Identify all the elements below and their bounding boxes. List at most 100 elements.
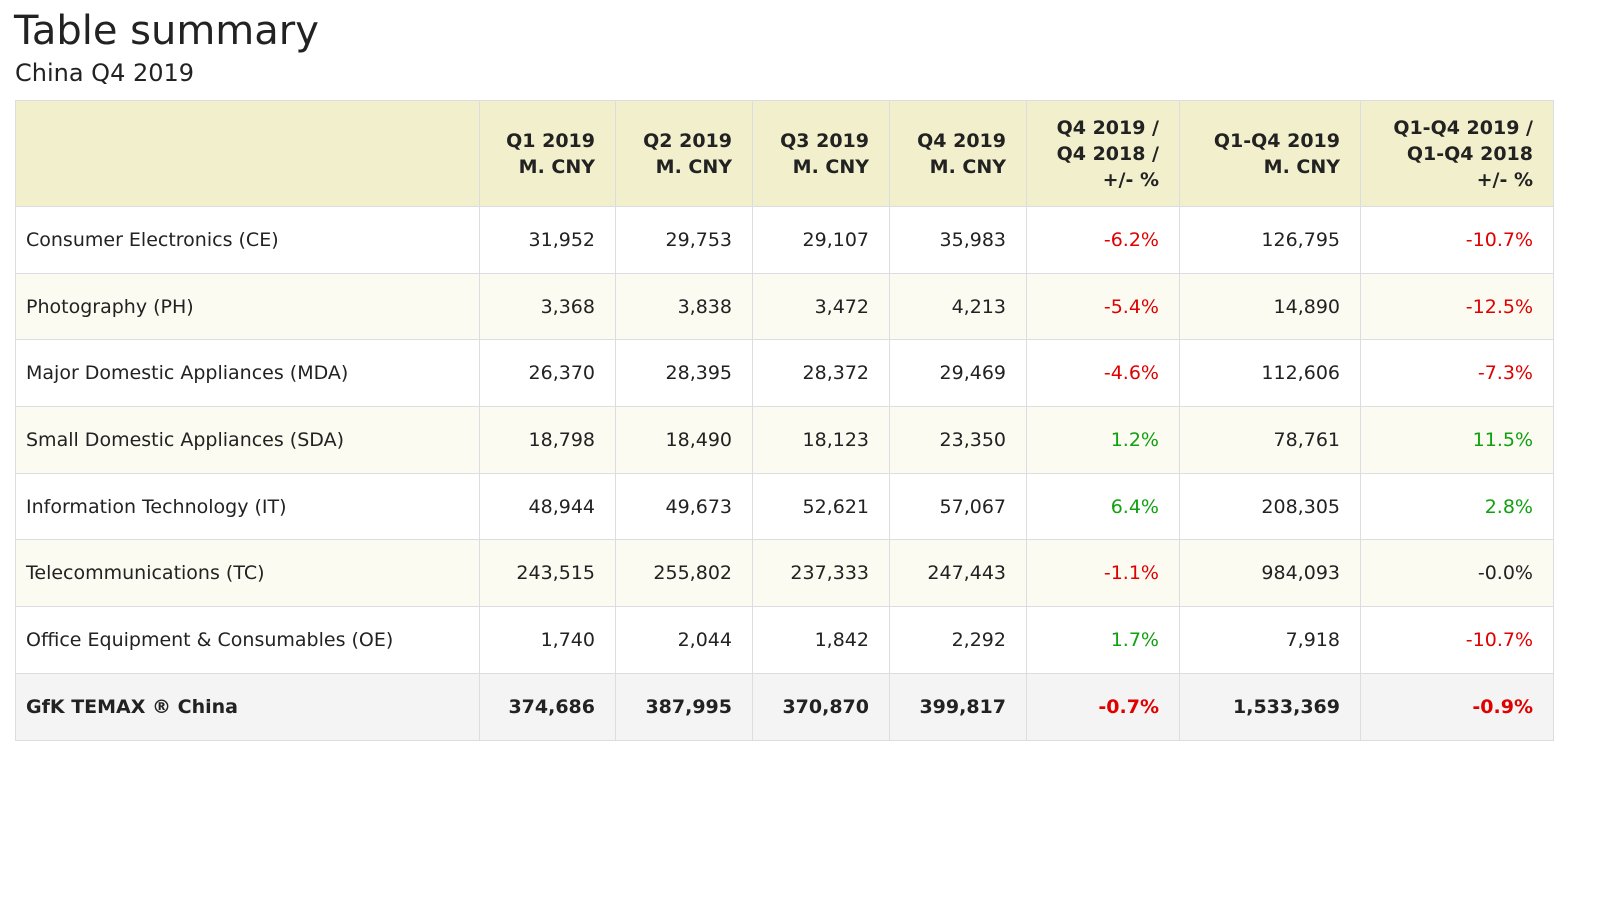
column-header-line: +/- % — [1476, 168, 1533, 191]
column-header: Q4 2019 / Q4 2018 / +/- % — [1026, 100, 1180, 207]
table-cell: 57,067 — [889, 472, 1027, 541]
page-title: Table summary — [14, 8, 319, 54]
table-cell: 3,472 — [752, 272, 890, 341]
row-label: Major Domestic Appliances (MDA) — [15, 339, 480, 408]
summary-table: Q1 2019 M. CNY Q2 2019 M. CNY Q3 2019 M. CNY Q… — [15, 100, 1554, 741]
table-cell: -10.7% — [1360, 206, 1554, 274]
table-cell: 4,213 — [889, 272, 1027, 341]
row-label: Photography (PH) — [15, 272, 480, 341]
table-cell: 78,761 — [1179, 406, 1361, 474]
row-label: Small Domestic Appliances (SDA) — [15, 406, 480, 474]
header-row: Q1 2019 M. CNY Q2 2019 M. CNY Q3 2019 M. CNY Q… — [15, 100, 1554, 207]
column-header-line: M. CNY — [655, 155, 732, 178]
table-cell: -10.7% — [1360, 606, 1554, 674]
table-cell: 31,952 — [479, 206, 616, 274]
table-cell: -1.1% — [1026, 539, 1180, 608]
table-cell: -0.9% — [1360, 672, 1554, 741]
table-cell: 52,621 — [752, 472, 890, 541]
row-label: GfK TEMAX ® China — [15, 672, 480, 741]
table-cell: 237,333 — [752, 539, 890, 608]
table-cell: 3,838 — [615, 272, 753, 341]
table-cell: 1.7% — [1026, 606, 1180, 674]
table-cell: 49,673 — [615, 472, 753, 541]
table-cell: 6.4% — [1026, 472, 1180, 541]
column-header-line: Q4 2019 / — [1056, 116, 1159, 139]
column-header: Q1-Q4 2019 M. CNY — [1179, 100, 1361, 207]
table-cell: 29,107 — [752, 206, 890, 274]
column-header-line: M. CNY — [929, 155, 1006, 178]
total-row: GfK TEMAX ® China 374,686 387,995 370,870 39… — [15, 672, 1554, 741]
table-cell: -7.3% — [1360, 339, 1554, 408]
table-cell: 18,490 — [615, 406, 753, 474]
table-row: Information Technology (IT) 48,944 49,673 5… — [15, 472, 1554, 541]
table-row: Office Equipment & Consumables (OE) 1,740… — [15, 606, 1554, 674]
table-row: Major Domestic Appliances (MDA) 26,370 28,… — [15, 339, 1554, 408]
table-cell: 374,686 — [479, 672, 616, 741]
column-header-line: Q2 2019 — [643, 129, 732, 152]
row-label: Telecommunications (TC) — [15, 539, 480, 608]
table-cell: 387,995 — [615, 672, 753, 741]
table-cell: 11.5% — [1360, 406, 1554, 474]
page-subtitle: China Q4 2019 — [15, 59, 195, 87]
table-cell: 48,944 — [479, 472, 616, 541]
column-header-line: M. CNY — [518, 155, 595, 178]
table-cell: 35,983 — [889, 206, 1027, 274]
column-header-line: Q4 2019 — [917, 129, 1006, 152]
table-cell: 28,372 — [752, 339, 890, 408]
table-cell: 1,842 — [752, 606, 890, 674]
table-cell: 23,350 — [889, 406, 1027, 474]
table-cell: 370,870 — [752, 672, 890, 741]
table-cell: 255,802 — [615, 539, 753, 608]
table-cell: -0.0% — [1360, 539, 1554, 608]
column-header-line: Q1-Q4 2019 — [1213, 129, 1340, 152]
column-header-line: Q1-Q4 2019 / — [1393, 116, 1533, 139]
table-cell: 28,395 — [615, 339, 753, 408]
column-header-line: Q1-Q4 2018 — [1406, 142, 1533, 165]
table-cell: 247,443 — [889, 539, 1027, 608]
table-cell: 2,292 — [889, 606, 1027, 674]
table-cell: 2,044 — [615, 606, 753, 674]
table-cell: 399,817 — [889, 672, 1027, 741]
column-header-line: M. CNY — [1263, 155, 1340, 178]
column-header: Q2 2019 M. CNY — [615, 100, 753, 207]
table-cell: 18,798 — [479, 406, 616, 474]
row-label: Consumer Electronics (CE) — [15, 206, 480, 274]
column-header: Q4 2019 M. CNY — [889, 100, 1027, 207]
column-header-line: Q1 2019 — [506, 129, 595, 152]
table-row: Consumer Electronics (CE) 31,952 29,753 29,… — [15, 206, 1554, 274]
table-cell: -4.6% — [1026, 339, 1180, 408]
column-header-line: M. CNY — [792, 155, 869, 178]
table-row: Photography (PH) 3,368 3,838 3,472 4,213 -5.4… — [15, 272, 1554, 341]
table-cell: 3,368 — [479, 272, 616, 341]
column-header-line: Q4 2018 / — [1056, 142, 1159, 165]
table-cell: 208,305 — [1179, 472, 1361, 541]
table-cell: 1,740 — [479, 606, 616, 674]
table-cell: -5.4% — [1026, 272, 1180, 341]
table-cell: 14,890 — [1179, 272, 1361, 341]
table-cell: -6.2% — [1026, 206, 1180, 274]
table-cell: 18,123 — [752, 406, 890, 474]
table-cell: 1.2% — [1026, 406, 1180, 474]
table-cell: 112,606 — [1179, 339, 1361, 408]
table-cell: 243,515 — [479, 539, 616, 608]
column-header-line: Q3 2019 — [780, 129, 869, 152]
table-cell: 7,918 — [1179, 606, 1361, 674]
table-cell: 29,753 — [615, 206, 753, 274]
row-label: Information Technology (IT) — [15, 472, 480, 541]
column-header-line: +/- % — [1102, 168, 1159, 191]
table-cell: 1,533,369 — [1179, 672, 1361, 741]
table-cell: -0.7% — [1026, 672, 1180, 741]
column-header: Q3 2019 M. CNY — [752, 100, 890, 207]
table-cell: 126,795 — [1179, 206, 1361, 274]
table-cell: -12.5% — [1360, 272, 1554, 341]
table-row: Telecommunications (TC) 243,515 255,802 237… — [15, 539, 1554, 608]
row-label: Office Equipment & Consumables (OE) — [15, 606, 480, 674]
table-cell: 26,370 — [479, 339, 616, 408]
table-row: Small Domestic Appliances (SDA) 18,798 18,… — [15, 406, 1554, 474]
table-cell: 984,093 — [1179, 539, 1361, 608]
table-cell: 2.8% — [1360, 472, 1554, 541]
column-header: Q1 2019 M. CNY — [479, 100, 616, 207]
column-header — [15, 100, 480, 207]
table-cell: 29,469 — [889, 339, 1027, 408]
column-header: Q1-Q4 2019 / Q1-Q4 2018 +/- % — [1360, 100, 1554, 207]
